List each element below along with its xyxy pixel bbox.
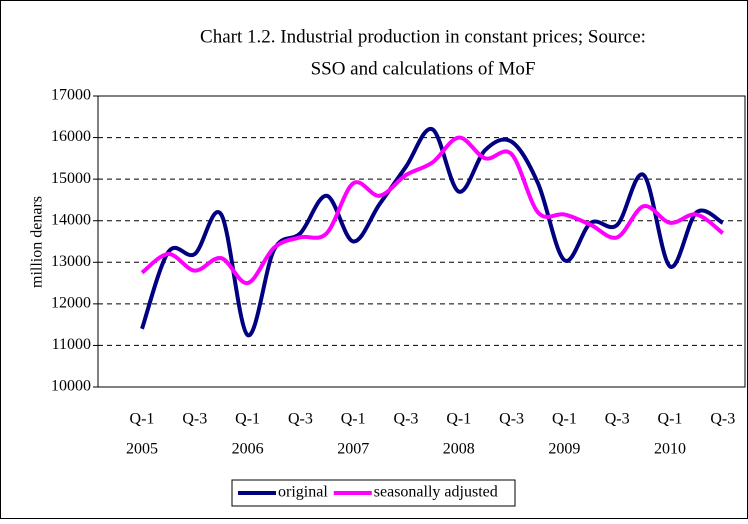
x-year-label: 2009 bbox=[548, 441, 580, 458]
y-tick-label: 11000 bbox=[52, 336, 91, 353]
x-tick-label: Q-3 bbox=[499, 411, 524, 428]
y-tick-label: 14000 bbox=[51, 211, 91, 228]
legend-label: original bbox=[278, 484, 328, 501]
x-tick-label: Q-1 bbox=[235, 411, 260, 428]
x-year-label: 2007 bbox=[337, 441, 369, 458]
chart-title: Chart 1.2. Industrial production in cons… bbox=[200, 26, 646, 47]
series-line bbox=[140, 135, 725, 286]
x-year-label: 2008 bbox=[443, 441, 475, 458]
y-tick-label: 17000 bbox=[51, 87, 91, 104]
x-tick-label: Q-1 bbox=[658, 411, 683, 428]
x-tick-label: Q-3 bbox=[605, 411, 630, 428]
x-year-label: 2010 bbox=[654, 441, 686, 458]
x-tick-label: Q-3 bbox=[710, 411, 735, 428]
x-tick-label: Q-1 bbox=[446, 411, 471, 428]
x-year-label: 2006 bbox=[232, 441, 264, 458]
x-tick-label: Q-1 bbox=[130, 411, 155, 428]
y-axis-label: million denars bbox=[29, 196, 46, 288]
x-tick-label: Q-3 bbox=[394, 411, 419, 428]
y-tick-label: 15000 bbox=[51, 170, 91, 187]
y-tick-label: 13000 bbox=[51, 253, 91, 270]
legend-box bbox=[231, 479, 516, 507]
x-tick-label: Q-3 bbox=[182, 411, 207, 428]
chart-title: SSO and calculations of MoF bbox=[311, 58, 536, 79]
x-tick-label: Q-3 bbox=[288, 411, 313, 428]
x-tick-label: Q-1 bbox=[552, 411, 577, 428]
y-tick-label: 10000 bbox=[51, 378, 91, 395]
x-year-label: 2005 bbox=[126, 441, 158, 458]
plot-area bbox=[97, 95, 746, 388]
legend-label: seasonally adjusted bbox=[374, 484, 498, 501]
y-tick-label: 12000 bbox=[51, 295, 91, 312]
x-tick-label: Q-1 bbox=[341, 411, 366, 428]
y-tick-label: 16000 bbox=[51, 128, 91, 145]
